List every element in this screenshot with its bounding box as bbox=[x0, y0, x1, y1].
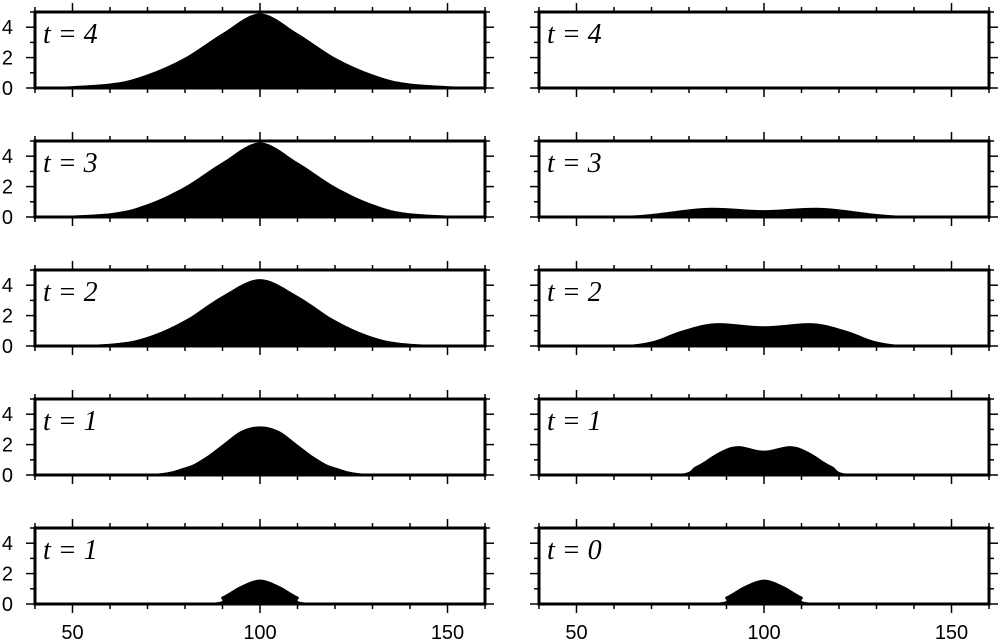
y-tick-label: 0 bbox=[2, 465, 13, 487]
x-tick-label: 50 bbox=[61, 622, 83, 643]
y-tick-label: 4 bbox=[2, 275, 13, 297]
data-area-7 bbox=[539, 323, 989, 346]
data-area-4 bbox=[35, 579, 485, 604]
y-tick-label: 0 bbox=[2, 207, 13, 229]
x-tick-label: 150 bbox=[431, 622, 464, 643]
data-area-0 bbox=[35, 13, 485, 88]
x-tick-label: 50 bbox=[565, 622, 587, 643]
panel-label-5: t = 4 bbox=[547, 19, 602, 50]
panel-1: 0 2 4 t = 3 bbox=[2, 132, 494, 229]
data-area-8 bbox=[539, 446, 989, 475]
y-tick-label: 2 bbox=[2, 48, 13, 70]
panel-label-9: t = 0 bbox=[547, 535, 602, 566]
data-area-3 bbox=[35, 426, 485, 475]
panel-5: t = 4 bbox=[530, 3, 998, 97]
panel-frame-6 bbox=[537, 139, 991, 219]
panel-label-6: t = 3 bbox=[547, 148, 602, 179]
y-tick-label: 4 bbox=[2, 17, 13, 39]
panel-label-0: t = 4 bbox=[43, 19, 98, 50]
y-tick-label: 0 bbox=[2, 594, 13, 616]
panel-label-1: t = 3 bbox=[43, 148, 98, 179]
panel-label-7: t = 2 bbox=[547, 277, 602, 308]
panel-4: 0 2 4 50 100 150 t = 1 bbox=[2, 519, 494, 643]
x-tick-label: 150 bbox=[935, 622, 968, 643]
panel-8: t = 1 bbox=[530, 390, 998, 484]
y-tick-label: 2 bbox=[2, 435, 13, 457]
panel-label-4: t = 1 bbox=[43, 535, 98, 566]
panel-7: t = 2 bbox=[530, 261, 998, 355]
panel-3: 0 2 4 t = 1 bbox=[2, 390, 494, 487]
panel-9: 50 100 150 t = 0 bbox=[530, 519, 998, 643]
panel-0: 0 2 4 t = 4 bbox=[2, 3, 494, 100]
x-tick-label: 100 bbox=[747, 622, 780, 643]
panel-frame-5 bbox=[537, 10, 991, 90]
y-tick-label: 4 bbox=[2, 533, 13, 555]
y-tick-label: 0 bbox=[2, 336, 13, 358]
panel-label-8: t = 1 bbox=[547, 406, 602, 437]
x-tick-label: 100 bbox=[243, 622, 276, 643]
data-area-2 bbox=[35, 279, 485, 346]
panel-label-3: t = 1 bbox=[43, 406, 98, 437]
data-area-1 bbox=[35, 142, 485, 217]
panel-6: t = 3 bbox=[530, 132, 998, 226]
panel-2: 0 2 4 t = 2 bbox=[2, 261, 494, 358]
y-tick-label: 2 bbox=[2, 306, 13, 328]
y-tick-label: 4 bbox=[2, 404, 13, 426]
y-tick-label: 2 bbox=[2, 564, 13, 586]
data-area-9 bbox=[539, 579, 989, 604]
data-area-6 bbox=[539, 207, 989, 217]
y-tick-label: 2 bbox=[2, 177, 13, 199]
panel-label-2: t = 2 bbox=[43, 277, 98, 308]
y-tick-label: 4 bbox=[2, 146, 13, 168]
y-tick-label: 0 bbox=[2, 78, 13, 100]
